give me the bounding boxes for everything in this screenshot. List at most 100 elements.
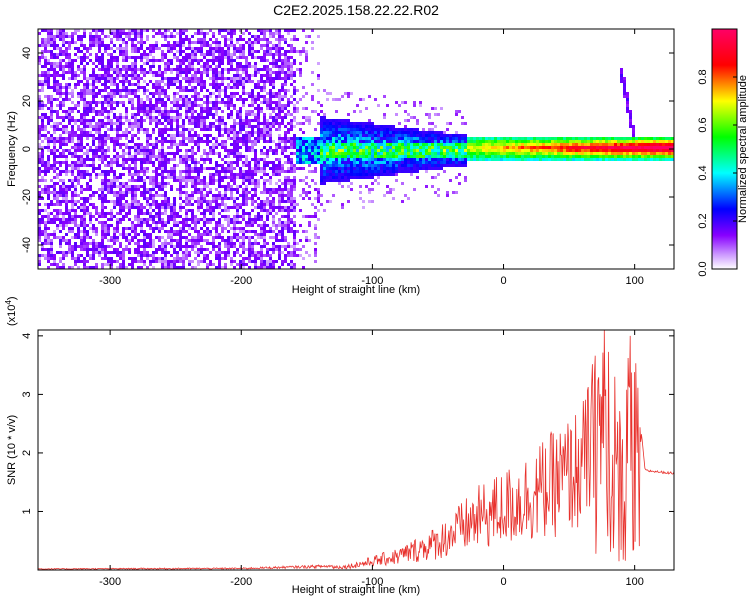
spectrogram-cell — [170, 230, 173, 233]
spectrogram-cell — [86, 101, 89, 104]
spectrogram-cell — [50, 239, 53, 242]
spectrogram-cell — [128, 68, 131, 71]
spectrogram-cell — [47, 170, 50, 173]
spectrogram-cell — [320, 131, 323, 134]
spectrogram-cell — [170, 203, 173, 206]
spectrogram-cell — [218, 194, 221, 197]
spectrogram-cell — [230, 263, 233, 266]
spectrogram-cell — [299, 161, 302, 164]
spectrogram-cell — [89, 203, 92, 206]
spectrogram-cell — [179, 140, 182, 143]
spectrogram-cell — [272, 173, 275, 176]
spectrogram-cell — [263, 119, 266, 122]
spectrogram-cell — [218, 101, 221, 104]
spectrogram-cell — [266, 140, 269, 143]
spectrogram-cell — [242, 86, 245, 89]
spectrogram-cell — [200, 194, 203, 197]
spectrogram-cell — [275, 104, 278, 107]
spectrogram-cell — [302, 86, 305, 89]
spectrogram-cell — [41, 107, 44, 110]
spectrogram-cell — [260, 47, 263, 50]
spectrogram-cell — [101, 227, 104, 230]
spectrogram-cell — [56, 149, 59, 152]
spectrogram-cell — [53, 203, 56, 206]
spectrogram-cell — [65, 188, 68, 191]
spectrogram-cell — [56, 155, 59, 158]
spectrogram-cell — [74, 134, 77, 137]
spectrogram-cell — [326, 152, 329, 155]
spectrogram-cell — [215, 77, 218, 80]
spectrogram-cell — [233, 50, 236, 53]
spectrogram-cell — [38, 203, 41, 206]
spectrogram-cell — [47, 149, 50, 152]
spectrogram-cell — [272, 32, 275, 35]
spectrogram-cell — [230, 44, 233, 47]
spectrogram-cell — [278, 140, 281, 143]
spectrogram-cell — [140, 221, 143, 224]
spectrogram-cell — [251, 44, 254, 47]
spectrogram-cell — [311, 140, 314, 143]
spectrogram-cell — [236, 134, 239, 137]
spectrogram-cell — [242, 200, 245, 203]
spectrogram-cell — [239, 35, 242, 38]
spectrogram-cell — [233, 218, 236, 221]
spectrogram-cell — [290, 77, 293, 80]
spectrogram-cell — [254, 74, 257, 77]
spectrogram-cell — [41, 101, 44, 104]
spectrogram-cell — [221, 185, 224, 188]
spectrogram-cell — [104, 263, 107, 266]
spectrogram-cell — [308, 140, 311, 143]
spectrogram-cell — [323, 176, 326, 179]
spectrogram-cell — [308, 143, 311, 146]
spectrogram-cell — [113, 56, 116, 59]
spectrogram-cell — [209, 47, 212, 50]
spectrogram-cell — [101, 242, 104, 245]
spectrogram-cell — [329, 161, 332, 164]
spectrogram-cell — [56, 86, 59, 89]
spectrogram-cell — [218, 245, 221, 248]
spectrogram-cell — [212, 56, 215, 59]
spectrogram-cell — [233, 95, 236, 98]
spectrogram-cell — [200, 245, 203, 248]
spectrogram-cell — [170, 143, 173, 146]
spectrogram-cell — [74, 212, 77, 215]
spectrogram-cell — [290, 113, 293, 116]
spectrogram-cell — [311, 29, 314, 32]
spectrogram-cell — [221, 83, 224, 86]
spectrogram-cell — [239, 95, 242, 98]
spectrogram-cell — [140, 110, 143, 113]
spectrogram-cell — [338, 158, 341, 161]
spectrogram-cell — [152, 260, 155, 263]
spectrogram-cell — [110, 182, 113, 185]
spectrogram-cell — [263, 95, 266, 98]
spectrogram-cell — [287, 98, 290, 101]
spectrogram-cell — [152, 221, 155, 224]
spectrogram-cell — [230, 59, 233, 62]
spectrogram-cell — [158, 155, 161, 158]
spectrogram-cell — [179, 257, 182, 260]
spectrogram-cell — [242, 242, 245, 245]
spectrogram-cell — [98, 110, 101, 113]
spectrogram-cell — [323, 137, 326, 140]
spectrogram-cell — [239, 68, 242, 71]
spectrogram-cell — [56, 53, 59, 56]
spectrogram-cell — [185, 215, 188, 218]
spectrogram-cell — [116, 191, 119, 194]
spectrogram-cell — [227, 239, 230, 242]
spectrogram-cell — [191, 182, 194, 185]
spectrogram-cell — [230, 35, 233, 38]
spectrogram-cell — [338, 131, 341, 134]
spectrogram-cell — [320, 161, 323, 164]
spectrogram-cell — [224, 122, 227, 125]
spectrogram-cell — [137, 233, 140, 236]
spectrogram-cell — [134, 161, 137, 164]
spectrogram-cell — [239, 155, 242, 158]
spectrogram-cell — [125, 110, 128, 113]
spectrogram-cell — [308, 170, 311, 173]
spectrogram-cell — [170, 167, 173, 170]
spectrogram-cell — [218, 125, 221, 128]
spectrogram-cell — [68, 245, 71, 248]
spectrogram-cell — [131, 188, 134, 191]
spectrogram-cell — [356, 122, 359, 125]
spectrogram-cell — [158, 194, 161, 197]
